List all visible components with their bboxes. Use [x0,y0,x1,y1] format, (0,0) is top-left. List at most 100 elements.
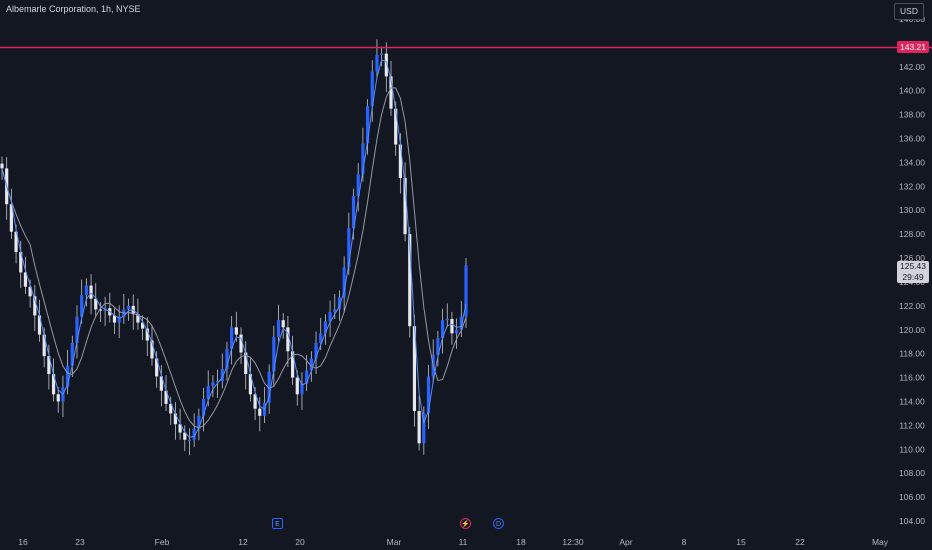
candle-body [23,272,28,287]
price-axis-label: 106.00 [899,492,925,502]
candle-body [84,285,88,296]
price-axis-label: 128.00 [899,229,925,239]
candle-body [426,376,431,414]
candle-body [56,394,60,402]
time-axis-label: 23 [75,537,85,547]
candle-body [309,358,313,371]
candle-body [356,174,360,196]
candle-body [422,413,426,444]
candle-body [75,316,79,343]
candle-body [66,365,70,388]
candle-body [192,428,196,440]
candle-body [347,228,351,268]
candle-body [197,415,201,429]
time-axis-label: 22 [795,537,805,547]
candle-body [33,296,37,316]
resistance-price-label: 143.21 [897,41,929,53]
candle-body [47,356,51,374]
time-axis-label: Feb [155,537,170,547]
candle-body [300,383,304,395]
candle-body [220,369,224,382]
candle-body [0,163,4,169]
candle-body [305,370,309,384]
candle-body [290,351,295,378]
time-axis-label: 18 [516,537,526,547]
candle-body [351,195,356,229]
candle-body [183,432,187,440]
candle-body [155,358,159,377]
currency-button[interactable]: USD [894,3,924,20]
candle-body [37,315,42,335]
price-axis-label: 126.00 [899,253,925,263]
candle-body [361,143,365,175]
symbol-title: Albemarle Corporation, 1h, NYSE [6,4,141,14]
candle-body [173,413,178,425]
candle-body [178,424,182,433]
earnings-icon[interactable]: E [272,518,283,529]
price-axis-label: 110.00 [899,444,925,454]
candle-body [136,314,140,323]
split-icon[interactable]: ⚡ [460,518,471,529]
time-axis-label: May [872,537,889,547]
candle-body [28,286,32,297]
price-axis-label: 140.00 [899,86,925,96]
time-axis-label: 8 [682,537,687,547]
candle-body [230,327,234,349]
last-price-label: 125.43 29:49 [897,261,929,283]
candle-body [459,316,463,330]
candlestick-series [0,39,468,456]
price-axis-label: 108.00 [899,468,925,478]
candle-body [244,352,248,374]
candle-body [328,311,332,322]
candle-body [211,382,215,386]
candle-body [98,309,103,311]
price-axis-label: 130.00 [899,205,925,215]
candle-body [450,319,454,334]
candle-body [314,342,318,359]
candle-body [145,328,149,341]
candle-body [286,327,290,352]
candle-body [19,252,23,273]
candle-body [126,305,131,310]
candle-body [117,316,121,323]
candle-body [342,267,346,298]
candle-body [394,108,398,145]
bar-countdown: 29:49 [902,272,924,282]
candle-body [445,319,449,321]
candle-body [225,348,229,370]
candle-body [42,334,46,357]
candle-body [398,144,402,178]
candle-body [234,327,238,335]
candle-body [215,381,220,383]
candle-body [9,204,13,232]
time-axis-label: 16 [18,537,28,547]
candle-body [464,265,468,317]
candle-body [14,231,18,253]
price-axis-label: 112.00 [899,420,925,430]
time-axis-label: 11 [459,537,468,547]
dividend-icon[interactable]: D [493,518,504,529]
price-axis-label: 142.00 [899,62,925,72]
candle-body [412,326,417,412]
price-axis-label: 104.00 [899,516,925,526]
moving-average-fast [1,59,467,438]
candle-body [112,315,117,323]
candle-body [380,53,384,55]
candle-body [455,329,459,334]
candle-body [389,76,393,109]
candle-body [201,399,206,416]
time-axis-label: Mar [387,537,402,547]
candle-body [337,297,342,310]
candle-body [80,295,84,317]
candle-body [365,106,370,144]
candle-body [267,371,271,403]
candle-body [403,177,407,235]
time-axis-label: 12:30 [562,537,584,547]
candle-body [248,373,253,395]
candle-body [169,403,173,414]
time-axis[interactable]: 16 23 Feb 12 20 Mar 11 18 12:30 Apr 8 15 22 May [18,537,889,547]
candle-body [281,320,285,328]
candle-body [295,377,299,395]
price-axis-label: 138.00 [899,110,925,120]
